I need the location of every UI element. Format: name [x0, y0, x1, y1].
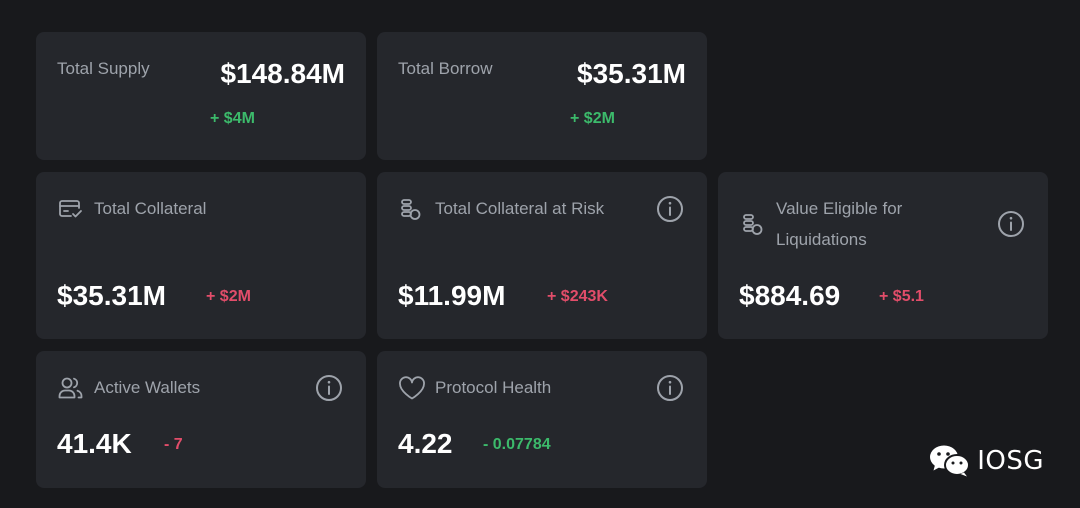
value-eligible-label-line1: Value Eligible for: [776, 199, 903, 218]
collateral-at-risk-label: Total Collateral at Risk: [435, 199, 605, 218]
users-icon: [58, 377, 83, 399]
total-borrow-delta: + $2M: [570, 110, 615, 127]
value-eligible-label-line2: Liquidations: [776, 230, 867, 249]
watermark: IOSG: [929, 444, 1044, 478]
info-icon[interactable]: [656, 195, 684, 223]
collateral-at-risk-value: $11.99M: [398, 280, 506, 311]
value-eligible-value: $884.69: [739, 280, 841, 311]
heart-icon: [399, 376, 425, 400]
protocol-health-delta: - 0.07784: [483, 436, 551, 453]
coins-icon: [743, 214, 763, 235]
info-icon[interactable]: [656, 374, 684, 402]
active-wallets-delta: - 7: [164, 436, 183, 453]
card-check-icon: [59, 200, 82, 218]
total-supply-card: Total Supply $148.84M + $4M: [36, 32, 366, 160]
active-wallets-value: 41.4K: [57, 428, 132, 459]
wechat-icon: [930, 445, 971, 477]
value-eligible-delta: + $5.1: [879, 288, 924, 305]
active-wallets-label: Active Wallets: [94, 378, 201, 397]
value-eligible-card: Value Eligible for Liquidations $884.69 …: [718, 172, 1048, 339]
protocol-health-card: Protocol Health 4.22 - 0.07784: [377, 351, 707, 488]
collateral-at-risk-card: Total Collateral at Risk $11.99M + $243K: [377, 172, 707, 339]
total-borrow-value: $35.31M: [577, 58, 686, 89]
total-borrow-card: Total Borrow $35.31M + $2M: [377, 32, 707, 160]
watermark-text: IOSG: [977, 446, 1044, 476]
total-borrow-label: Total Borrow: [398, 59, 493, 78]
collateral-at-risk-delta: + $243K: [547, 288, 608, 305]
total-collateral-value: $35.31M: [57, 280, 166, 311]
active-wallets-card: Active Wallets 41.4K - 7: [36, 351, 366, 488]
total-collateral-delta: + $2M: [206, 288, 251, 305]
total-collateral-card: Total Collateral $35.31M + $2M: [36, 172, 366, 339]
info-icon[interactable]: [315, 374, 343, 402]
total-supply-label: Total Supply: [57, 59, 150, 78]
total-collateral-label: Total Collateral: [94, 199, 207, 218]
protocol-health-value: 4.22: [398, 428, 453, 459]
total-supply-value: $148.84M: [220, 58, 345, 89]
coins-icon: [401, 199, 421, 220]
info-icon[interactable]: [997, 210, 1025, 238]
total-supply-delta: + $4M: [210, 110, 255, 127]
protocol-health-label: Protocol Health: [435, 378, 552, 397]
